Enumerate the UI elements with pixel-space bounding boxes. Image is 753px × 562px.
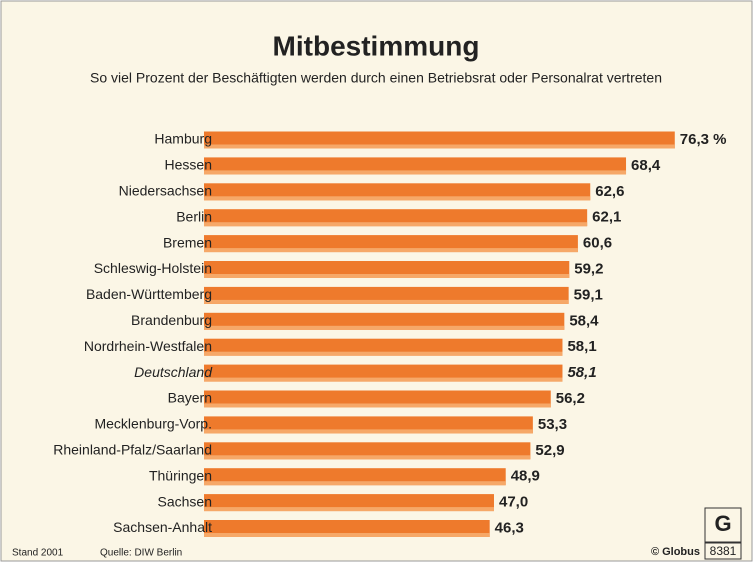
bar-stripe: [204, 170, 626, 174]
bar-stripe: [204, 507, 494, 511]
chart: Mitbestimmung So viel Prozent der Beschä…: [0, 0, 753, 562]
value-label: 76,3 %: [680, 131, 727, 148]
value-label: 62,6: [595, 183, 624, 200]
footer-publisher: © Globus: [651, 546, 700, 558]
value-label: 53,3: [538, 416, 567, 433]
category-label: Baden-Württemberg: [86, 286, 212, 302]
category-label: Bayern: [168, 390, 212, 406]
category-label: Nordrhein-Westfalen: [84, 338, 212, 354]
logo: G: [714, 511, 731, 536]
value-label: 58,1: [567, 338, 596, 355]
value-label: 48,9: [511, 468, 540, 485]
bar-stripe: [204, 248, 578, 252]
value-label: 60,6: [583, 235, 612, 252]
footer-source: Quelle: DIW Berlin: [100, 548, 182, 559]
bar-stripe: [204, 326, 564, 330]
bar-stripe: [204, 429, 533, 433]
category-label: Hamburg: [154, 131, 212, 147]
chart-title: Mitbestimmung: [273, 30, 480, 61]
value-label: 58,4: [569, 312, 599, 329]
category-label: Berlin: [176, 208, 212, 224]
value-label: 47,0: [499, 494, 528, 511]
category-label: Deutschland: [134, 364, 213, 380]
bar-stripe: [204, 533, 490, 537]
bar-stripe: [204, 274, 569, 278]
category-label: Rheinland-Pfalz/Saarland: [53, 442, 212, 458]
bar-stripe: [204, 455, 530, 459]
category-label: Sachsen-Anhalt: [113, 519, 212, 535]
category-label: Thüringen: [149, 467, 212, 483]
value-label: 59,1: [574, 286, 603, 303]
category-label: Mecklenburg-Vorp.: [94, 416, 212, 432]
category-label: Bremen: [163, 234, 212, 250]
bar-stripe: [204, 404, 551, 408]
bar-stripe: [204, 222, 587, 226]
category-label: Niedersachsen: [119, 183, 212, 199]
value-label: 56,2: [556, 390, 585, 407]
category-label: Schleswig-Holstein: [94, 260, 212, 276]
category-label: Hessen: [165, 157, 212, 173]
value-label: 62,1: [592, 209, 621, 226]
bar-stripe: [204, 378, 562, 382]
value-label: 46,3: [495, 519, 524, 536]
bar-stripe: [204, 481, 506, 485]
category-label: Brandenburg: [131, 312, 212, 328]
footer-number: 8381: [710, 544, 737, 558]
bar-stripe: [204, 352, 562, 356]
footer-date: Stand 2001: [12, 548, 64, 559]
value-label: 52,9: [535, 442, 564, 459]
bar-stripe: [204, 145, 675, 149]
chart-subtitle: So viel Prozent der Beschäftigten werden…: [90, 70, 662, 86]
value-label: 58,1: [567, 364, 596, 381]
bar-stripe: [204, 196, 590, 200]
bar-stripe: [204, 300, 569, 304]
value-label: 68,4: [631, 157, 661, 174]
category-label: Sachsen: [158, 493, 212, 509]
value-label: 59,2: [574, 260, 603, 277]
